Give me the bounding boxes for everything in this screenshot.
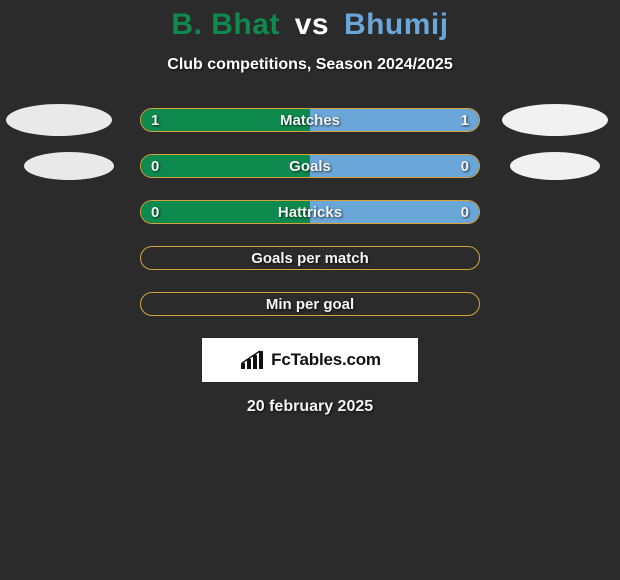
- stat-bar: Goals per match: [140, 246, 480, 270]
- player2-avatar: [502, 104, 608, 136]
- stat-bar: 11Matches: [140, 108, 480, 132]
- logo-text: FcTables.com: [271, 350, 381, 370]
- stat-value-player1: [141, 293, 161, 316]
- bar-fill-player2: [310, 109, 479, 131]
- player2-name: Bhumij: [344, 8, 449, 41]
- stat-bar: 00Hattricks: [140, 200, 480, 224]
- stats-list: 11Matches 00Goals 00Hattricks Goals per mat…: [0, 108, 620, 320]
- stat-label: Goals per match: [141, 247, 479, 270]
- stat-bar: 00Goals: [140, 154, 480, 178]
- stat-row: Min per goal: [0, 292, 620, 320]
- stat-label: Min per goal: [141, 293, 479, 316]
- site-logo: FcTables.com: [202, 338, 418, 382]
- title-row: B. Bhat vs Bhumij: [0, 8, 620, 42]
- bar-fill-player1: [141, 201, 310, 223]
- page-title: B. Bhat vs Bhumij: [171, 8, 448, 42]
- stat-row: 00Hattricks: [0, 200, 620, 228]
- stat-value-player2: [459, 247, 479, 270]
- stat-row: 00Goals: [0, 154, 620, 182]
- stat-value-player2: [459, 293, 479, 316]
- bar-fill-player2: [310, 201, 479, 223]
- stat-value-player1: [141, 247, 161, 270]
- bar-fill-player1: [141, 109, 310, 131]
- player1-name: B. Bhat: [171, 8, 280, 41]
- bar-fill-player1: [141, 155, 310, 177]
- player2-avatar: [510, 152, 600, 180]
- subtitle: Club competitions, Season 2024/2025: [0, 56, 620, 74]
- bar-fill-player2: [310, 155, 479, 177]
- stat-row: Goals per match: [0, 246, 620, 274]
- stat-row: 11Matches: [0, 108, 620, 136]
- stat-bar: Min per goal: [140, 292, 480, 316]
- vs-label: vs: [295, 8, 329, 41]
- player1-avatar: [24, 152, 114, 180]
- player1-avatar: [6, 104, 112, 136]
- snapshot-date: 20 february 2025: [0, 398, 620, 416]
- comparison-card: B. Bhat vs Bhumij Club competitions, Sea…: [0, 0, 620, 416]
- bars-icon: [239, 349, 267, 371]
